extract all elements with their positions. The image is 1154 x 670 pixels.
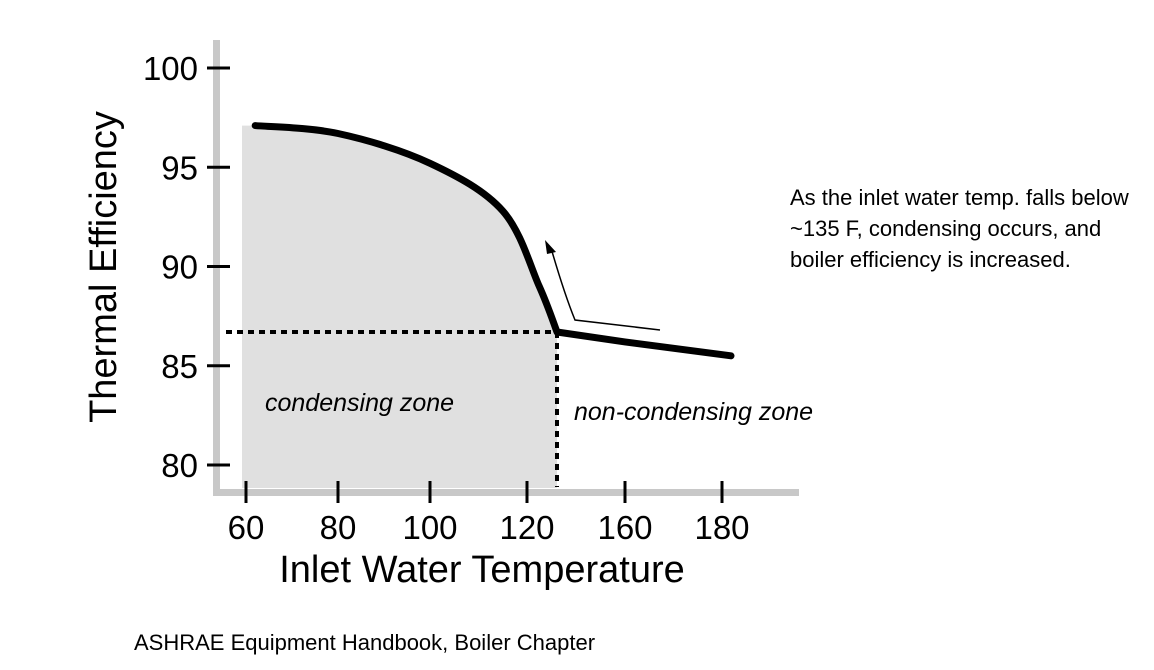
increase-arrow-head <box>545 240 556 254</box>
x-tick-label: 100 <box>402 509 457 546</box>
x-tick-label: 120 <box>499 509 554 546</box>
condensing-annotation: As the inlet water temp. falls below ~13… <box>790 185 1129 272</box>
source-citation: ASHRAE Equipment Handbook, Boiler Chapte… <box>134 630 596 655</box>
y-tick-label: 100 <box>143 50 198 87</box>
y-tick-label: 90 <box>161 249 198 286</box>
efficiency-curve <box>251 122 735 360</box>
x-tick-label: 80 <box>320 509 357 546</box>
x-axis-bar <box>213 489 799 496</box>
x-tick-label: 60 <box>228 509 265 546</box>
condensing-zone-fill <box>242 125 557 488</box>
increase-arrow <box>550 247 661 331</box>
y-axis-ticks: 80 85 90 95 100 <box>143 50 230 484</box>
y-axis-title: Thermal Efficiency <box>83 111 125 423</box>
x-axis-ticks: 60 80 100 120 160 180 <box>228 481 750 546</box>
x-tick-label: 160 <box>597 509 652 546</box>
non-condensing-zone-label: non-condensing zone <box>574 398 813 426</box>
x-axis-title: Inlet Water Temperature <box>279 549 685 591</box>
y-tick-label: 80 <box>161 447 198 484</box>
x-tick-label: 180 <box>694 509 749 546</box>
condensing-zone-label: condensing zone <box>265 389 454 417</box>
y-tick-label: 95 <box>161 149 198 186</box>
y-tick-label: 85 <box>161 348 198 385</box>
